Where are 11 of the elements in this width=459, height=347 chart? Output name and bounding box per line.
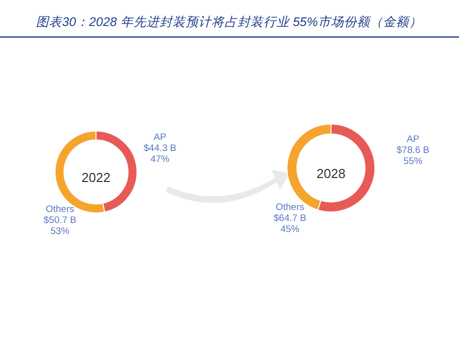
text: 2022: [82, 170, 110, 185]
slice-label: Others: [276, 202, 304, 213]
slice-label: AP: [154, 132, 166, 143]
data-label: $78.6 B 55%: [396, 145, 430, 167]
slice-label: AP: [406, 134, 420, 145]
data-label: $64.7 B 45%: [274, 213, 306, 235]
text: 2028: [316, 166, 346, 181]
data-label: $50.7 B 53%: [44, 215, 76, 237]
text: 图表30：2028 年先进封装预计将占封装行业 55%市场份额（金额）: [36, 15, 422, 29]
slice-label: Others: [46, 204, 74, 215]
data-label: $44.3 B 47%: [144, 143, 176, 165]
